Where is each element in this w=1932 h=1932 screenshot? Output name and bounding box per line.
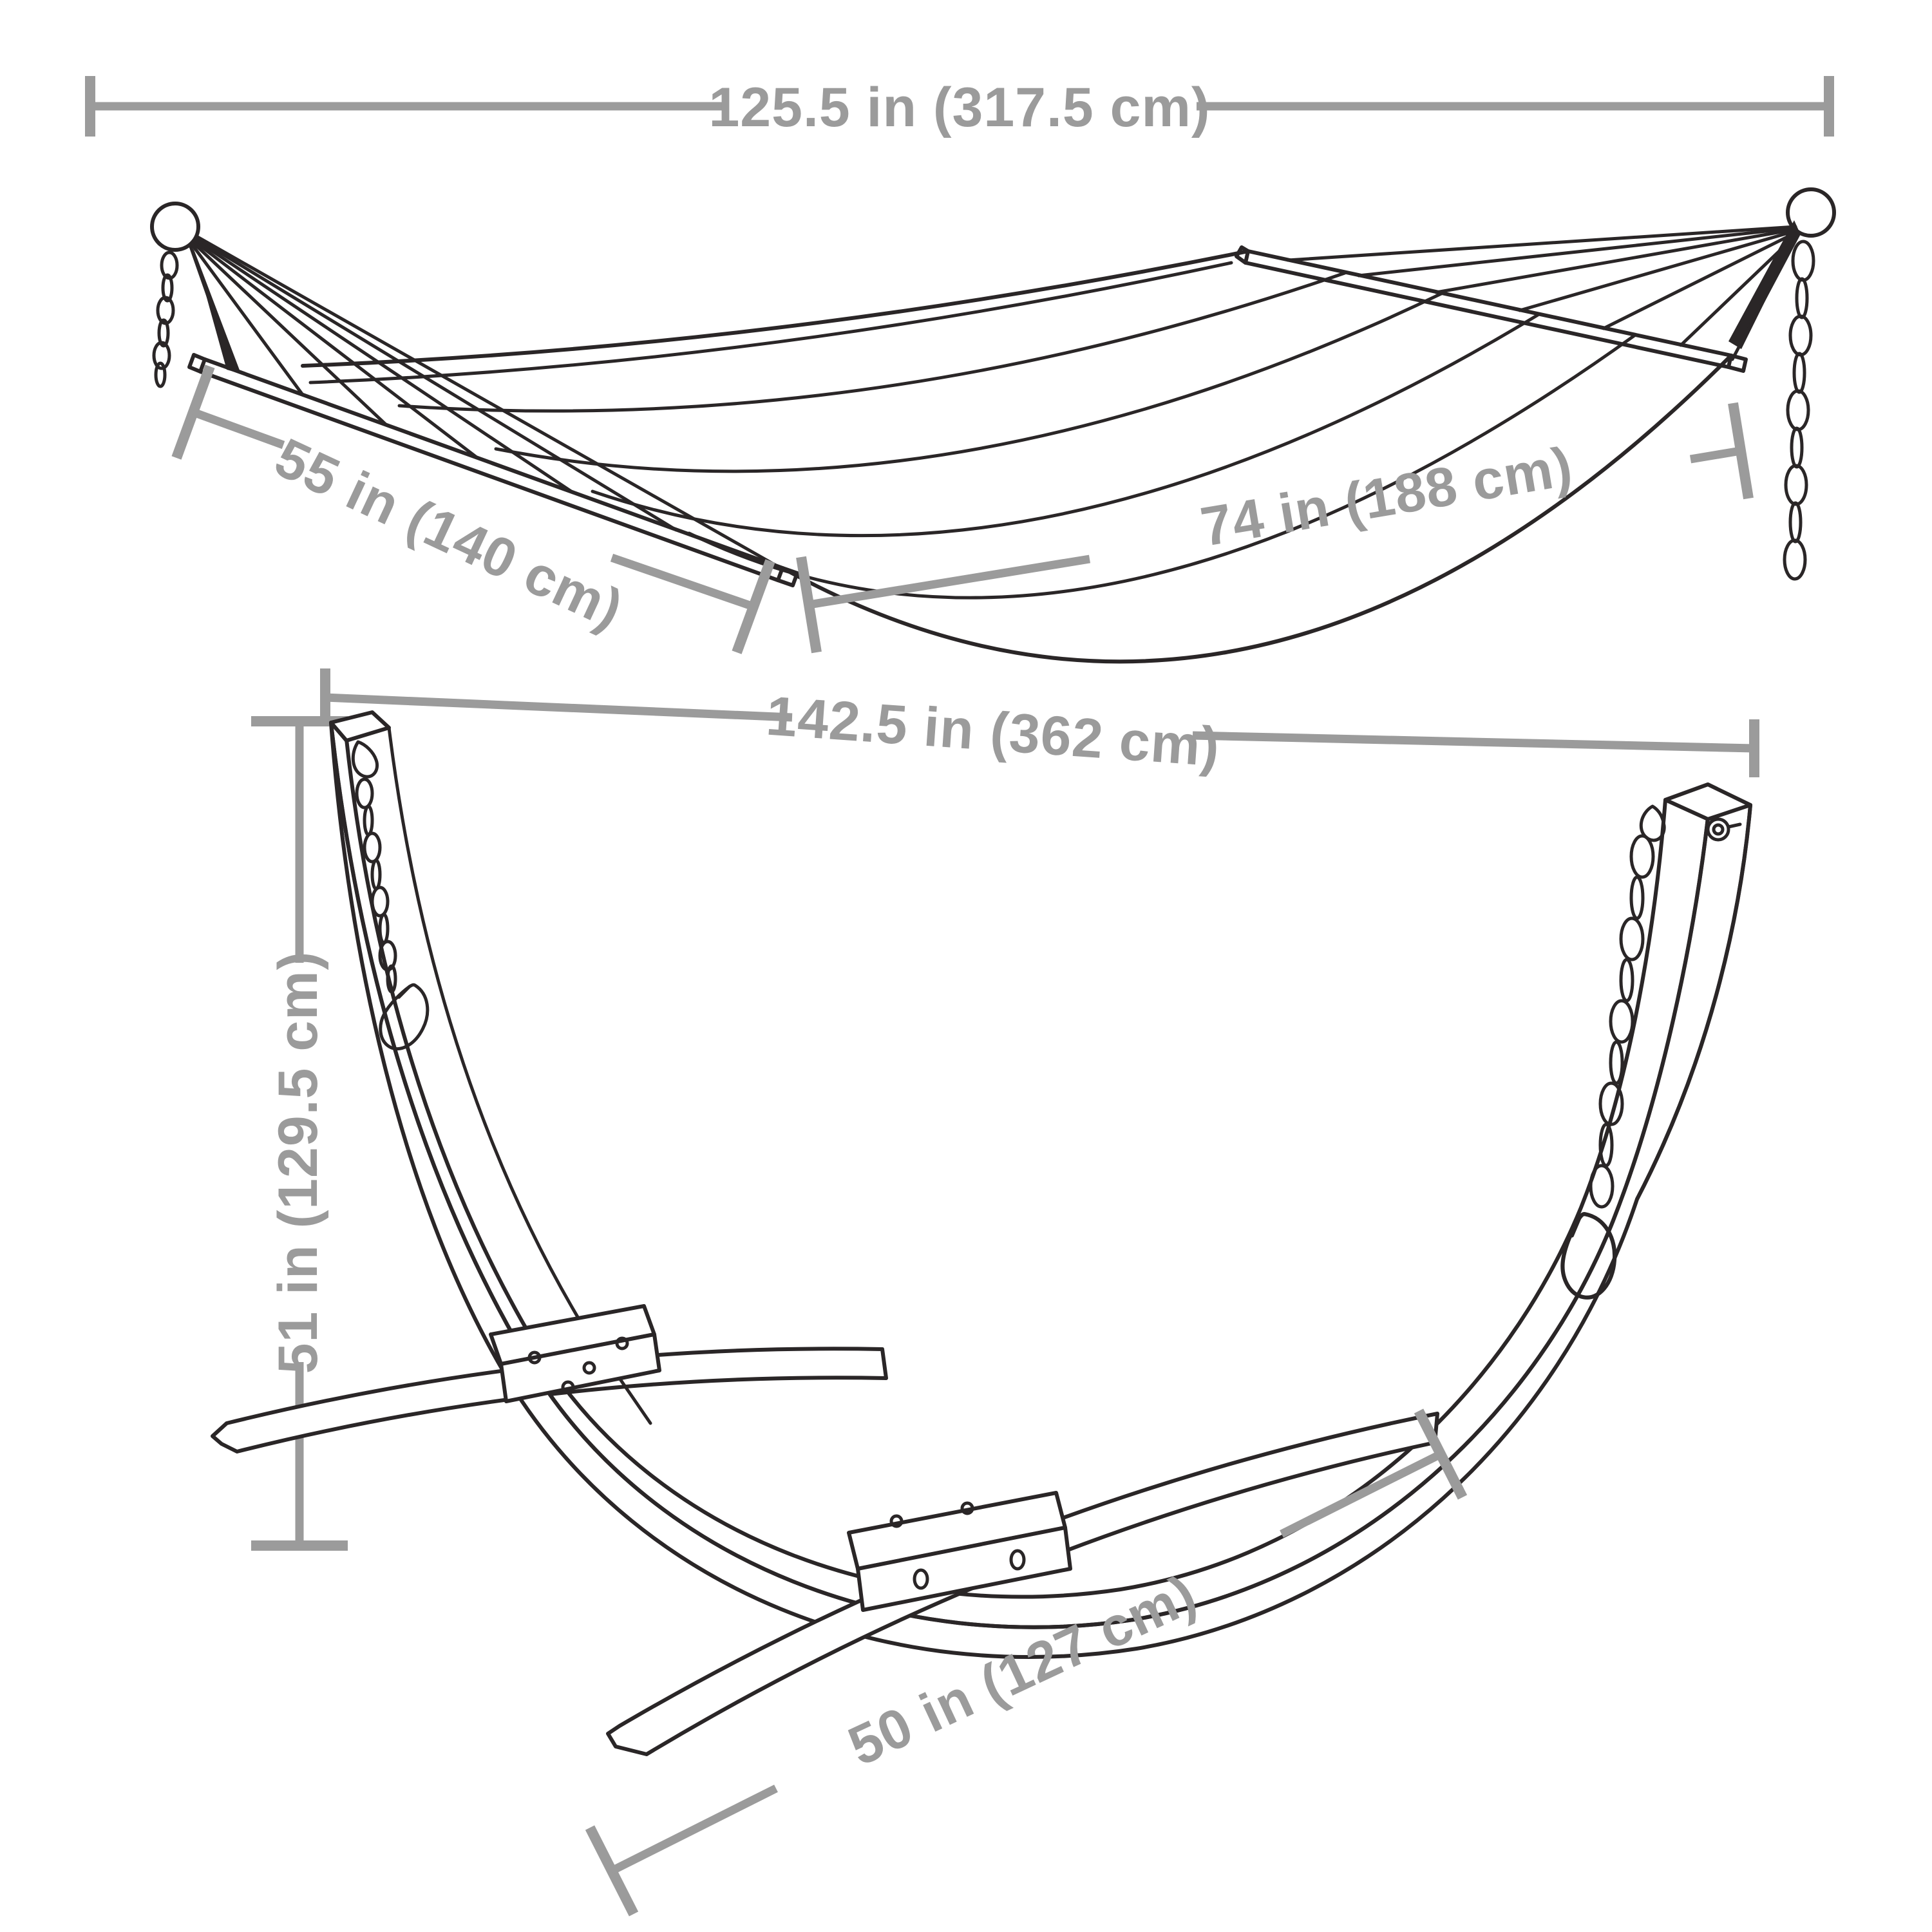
left-post-top <box>329 710 391 743</box>
right-post-bolt <box>1706 817 1742 842</box>
left-ring-chain <box>152 251 179 388</box>
stand-height-label: 51 in (129.5 cm) <box>267 951 329 1374</box>
hammock-illustration: 125.5 in (317.5 cm) <box>85 76 1836 664</box>
right-ring-chain <box>1783 240 1815 581</box>
lower-bracket <box>847 1491 1072 1612</box>
right-ropes <box>1286 225 1801 361</box>
main-arc-beam <box>329 710 1752 1660</box>
left-carabiner <box>379 983 430 1051</box>
right-ring <box>1786 187 1836 238</box>
hammock-bed-width-label: 55 in (140 cm) <box>266 426 632 641</box>
dimension-stand-base-width: 50 in (127 cm) <box>585 1408 1468 1917</box>
stand-total-length-label: 142.5 in (362 cm) <box>764 685 1222 779</box>
rear-base-runner <box>211 1347 888 1454</box>
upper-bracket <box>489 1304 661 1403</box>
dimension-hammock-bed-length: 74 in (188 cm) <box>796 402 1754 654</box>
dimension-stand-total-length: 142.5 in (362 cm) <box>320 668 1759 779</box>
right-stand-chain <box>1560 804 1666 1300</box>
stand-illustration: 142.5 in (362 cm) 51 in (129.5 cm) <box>211 668 1759 1917</box>
dimension-stand-height: 51 in (129.5 cm) <box>251 716 348 1551</box>
left-stand-chain <box>351 740 430 1051</box>
right-spreader-bar <box>1235 245 1748 373</box>
right-rope-bundle <box>1728 220 1799 349</box>
hammock-total-width-label: 125.5 in (317.5 cm) <box>708 77 1210 138</box>
hammock-fabric <box>301 249 1733 664</box>
left-ring <box>150 202 200 252</box>
dimension-hammock-total-width: 125.5 in (317.5 cm) <box>85 76 1834 138</box>
right-carabiner <box>1560 1212 1617 1300</box>
hammock-bed-length-label: 74 in (188 cm) <box>1197 435 1577 558</box>
